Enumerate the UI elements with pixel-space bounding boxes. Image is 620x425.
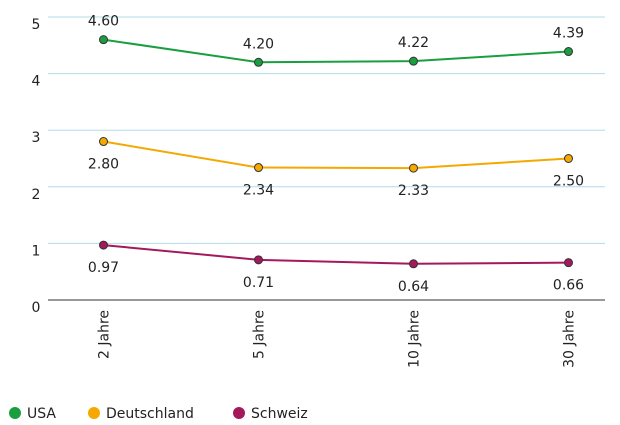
- y-tick-label: 2: [32, 187, 41, 203]
- data-label: 4.20: [243, 36, 274, 52]
- data-label: 4.39: [553, 26, 584, 42]
- legend-label: USA: [27, 406, 56, 422]
- data-label: 2.80: [88, 157, 119, 173]
- point: [254, 255, 263, 265]
- point: [99, 137, 108, 147]
- x-tick-label: 10 Jahre: [407, 310, 423, 368]
- point: [409, 163, 418, 173]
- x-tick-label: 30 Jahre: [562, 310, 578, 368]
- line: [103, 244, 569, 265]
- y-tick-label: 3: [32, 130, 41, 146]
- point: [564, 258, 573, 268]
- data-label: 2.33: [398, 183, 429, 199]
- x-tick-label: 2 Jahre: [97, 310, 113, 359]
- y-tick-label: 4: [32, 74, 41, 90]
- legend-label: Deutschland: [106, 406, 194, 422]
- point: [99, 240, 108, 250]
- point: [254, 57, 263, 67]
- point: [409, 56, 418, 66]
- data-label: 4.22: [398, 35, 429, 51]
- data-label: 2.34: [243, 183, 274, 199]
- point: [254, 163, 263, 173]
- data-label: 0.97: [88, 260, 119, 276]
- data-label: 0.66: [553, 278, 584, 294]
- line: [103, 38, 569, 64]
- legend-marker: [88, 407, 100, 419]
- legend-label: Schweiz: [251, 406, 308, 422]
- legend-marker: [9, 407, 21, 419]
- data-label: 4.60: [88, 14, 119, 30]
- y-tick-label: 1: [32, 243, 41, 259]
- y-tick-label: 0: [32, 300, 41, 316]
- point: [564, 47, 573, 57]
- legend-marker: [233, 407, 245, 419]
- point: [564, 154, 573, 163]
- data-label: 0.64: [398, 279, 429, 295]
- point: [99, 35, 108, 45]
- line: [103, 140, 569, 170]
- data-label: 0.71: [243, 275, 274, 291]
- y-tick-label: 5: [32, 17, 41, 33]
- x-tick-label: 5 Jahre: [252, 310, 268, 359]
- point: [409, 259, 418, 269]
- data-label: 2.50: [553, 174, 584, 190]
